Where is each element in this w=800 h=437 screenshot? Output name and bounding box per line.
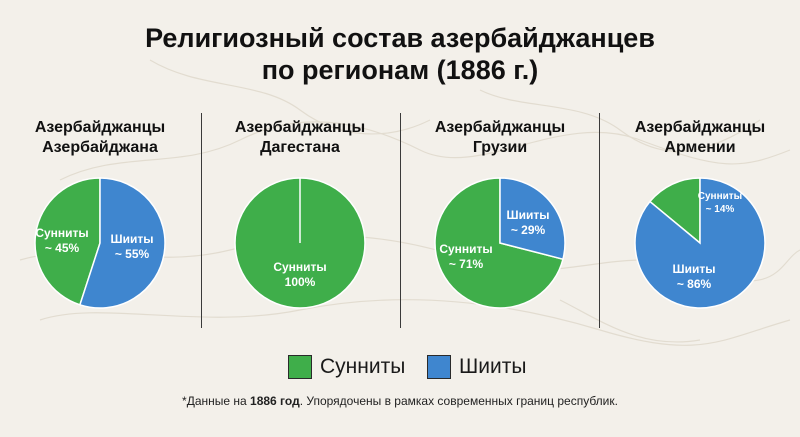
legend-label-shia: Шииты xyxy=(459,355,527,378)
slice-value-shia: ~ 29% xyxy=(511,223,546,237)
pie-slice-sunni xyxy=(434,177,564,309)
slice-value-sunni: ~ 14% xyxy=(706,204,735,215)
footnote-prefix: *Данные на xyxy=(182,394,251,408)
slice-value-sunni: ~ 71% xyxy=(449,257,484,271)
divider xyxy=(201,113,202,328)
slice-label-shia: Шииты xyxy=(673,262,716,276)
divider xyxy=(599,113,600,328)
region-title-line2: Грузии xyxy=(472,139,528,156)
chart-subtitle: по регионам (1886 г.) xyxy=(261,55,539,85)
region-title-line2: Дагестана xyxy=(260,139,340,156)
slice-label-sunni: Сунниты xyxy=(698,191,742,202)
legend-swatch-shia xyxy=(427,355,451,379)
panel-dagestan: Азербайджанцы Дагестана xyxy=(200,118,400,328)
region-title-line1: Азербайджанцы xyxy=(634,119,766,136)
pie-slice-shia xyxy=(499,177,566,261)
region-title-line1: Азербайджанцы xyxy=(34,119,166,136)
slice-value-sunni: ~ 45% xyxy=(45,241,80,255)
pie-slice-sunni xyxy=(648,177,701,245)
pie-slice-shia xyxy=(78,177,166,309)
footnote-year: 1886 год xyxy=(250,394,300,408)
slice-value-shia: ~ 86% xyxy=(677,277,712,291)
legend-swatch-sunni xyxy=(288,355,312,379)
region-title-line1: Азербайджанцы xyxy=(234,119,366,136)
panel-armenia: Азербайджанцы Армении xyxy=(600,118,800,328)
footnote: *Данные на 1886 год. Упорядочены в рамка… xyxy=(0,394,800,408)
slice-label-sunni: Сунниты xyxy=(273,260,326,274)
slice-label-shia: Шииты xyxy=(507,208,550,222)
panel-georgia: Азербайджанцы Грузии xyxy=(400,118,600,328)
pie-slice-shia xyxy=(634,177,766,309)
chart-title: Религиозный состав азербайджанцев xyxy=(145,23,655,53)
panel-azerbaijan: Азербайджанцы Азербайджана xyxy=(0,118,200,328)
slice-value-shia: ~ 55% xyxy=(115,247,150,261)
pie-slice-sunni xyxy=(34,177,101,306)
slice-label-shia: Шииты xyxy=(111,232,154,246)
region-title-line2: Армении xyxy=(664,139,736,156)
footnote-suffix: . Упорядочены в рамках современных грани… xyxy=(299,394,618,408)
divider xyxy=(400,113,401,328)
region-title-line2: Азербайджана xyxy=(42,139,158,156)
region-title-line1: Азербайджанцы xyxy=(434,119,566,136)
slice-value-sunni: 100% xyxy=(285,275,316,289)
slice-label-sunni: Сунниты xyxy=(439,242,492,256)
legend-label-sunni: Сунниты xyxy=(320,355,406,378)
slice-label-sunni: Сунниты xyxy=(35,226,88,240)
